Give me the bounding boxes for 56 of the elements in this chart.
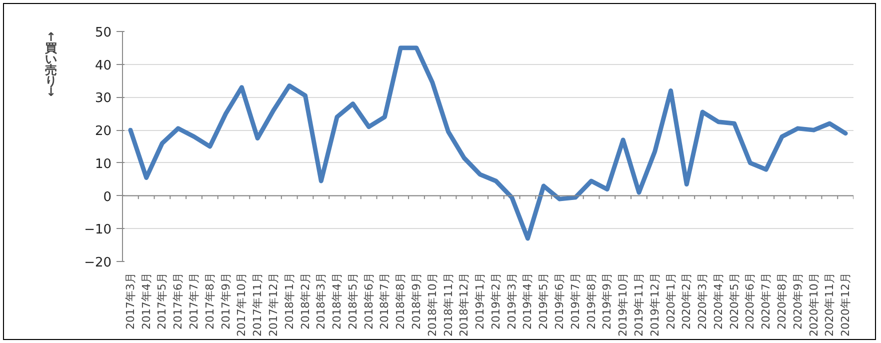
x-tick-label: 2020年4月	[712, 272, 725, 330]
x-tick-label: 2018年3月	[314, 272, 328, 330]
x-tick-label: 2018年6月	[362, 272, 376, 330]
x-tick-label: 2018年1月	[282, 272, 296, 330]
y-tick-label: −20	[84, 256, 112, 270]
x-tick-label: 2019年9月	[600, 272, 614, 330]
x-tick-label: 2017年5月	[156, 272, 169, 330]
x-tick-label: 2018年9月	[410, 272, 423, 330]
x-tick-label: 2019年1月	[474, 272, 487, 330]
x-tick-label: 2019年11月	[632, 272, 646, 336]
x-tick-label: 2017年4月	[140, 272, 153, 330]
x-tick-label: 2019年6月	[553, 272, 566, 330]
y-tick-label: 0	[103, 190, 112, 205]
x-tick-label: 2020年1月	[664, 272, 678, 330]
x-tick-label: 2019年2月	[489, 272, 502, 330]
x-tick-label: 2018年2月	[298, 272, 312, 330]
line-series	[128, 46, 848, 241]
x-tick-label: 2020年11月	[823, 272, 836, 336]
x-tick-label: 2019年4月	[521, 272, 534, 330]
x-tick-label: 2018年8月	[394, 272, 408, 330]
x-tick-label: 2017年7月	[188, 272, 201, 330]
y-tick-label: 20	[94, 124, 112, 140]
x-tick-label: 2017年3月	[124, 272, 137, 330]
x-tick-label: 2018年10月	[426, 272, 439, 336]
x-tick-label: 2017年6月	[172, 272, 185, 330]
x-tick-label: 2017年12月	[266, 272, 280, 336]
y-tick-label: 10	[94, 156, 112, 172]
y-tick-label: 30	[94, 91, 112, 106]
x-tick-label: 2017年9月	[219, 272, 232, 330]
x-tick-label: 2018年7月	[378, 272, 392, 330]
x-tick-label: 2018年4月	[330, 272, 344, 330]
x-tick-label: 2017年10月	[235, 272, 248, 336]
y-tick-label: −10	[84, 222, 112, 238]
x-tick-label: 2020年5月	[728, 272, 741, 330]
x-tick-label: 2019年7月	[568, 272, 582, 330]
x-tick-label: 2020年10月	[807, 272, 820, 336]
y-tick-label: 40	[94, 58, 112, 74]
y-axis-title: ↑買い売り↓	[44, 30, 57, 99]
x-tick-label: 2018年5月	[346, 272, 360, 330]
y-tick-label: 50	[94, 26, 112, 40]
x-tick-label: 2020年2月	[680, 272, 694, 330]
x-tick-label: 2020年7月	[760, 272, 773, 330]
x-tick-label: 2020年9月	[791, 272, 804, 330]
x-tick-label: 2018年12月	[458, 272, 471, 336]
x-tick-label: 2020年3月	[696, 272, 710, 330]
x-tick-label: 2017年8月	[203, 272, 216, 330]
x-tick-label: 2019年3月	[505, 272, 518, 330]
x-tick-label: 2019年5月	[537, 272, 550, 330]
x-tick-label: 2020年8月	[775, 272, 788, 330]
x-tick-label: 2019年10月	[616, 272, 630, 336]
x-tick-label: 2019年12月	[648, 272, 662, 336]
x-tick-label: 2020年12月	[839, 272, 852, 336]
x-tick-label: 2019年8月	[584, 272, 598, 330]
x-tick-label: 2018年11月	[442, 272, 455, 336]
x-tick-label: 2020年6月	[744, 272, 757, 330]
x-tick-label: 2017年11月	[251, 272, 264, 336]
